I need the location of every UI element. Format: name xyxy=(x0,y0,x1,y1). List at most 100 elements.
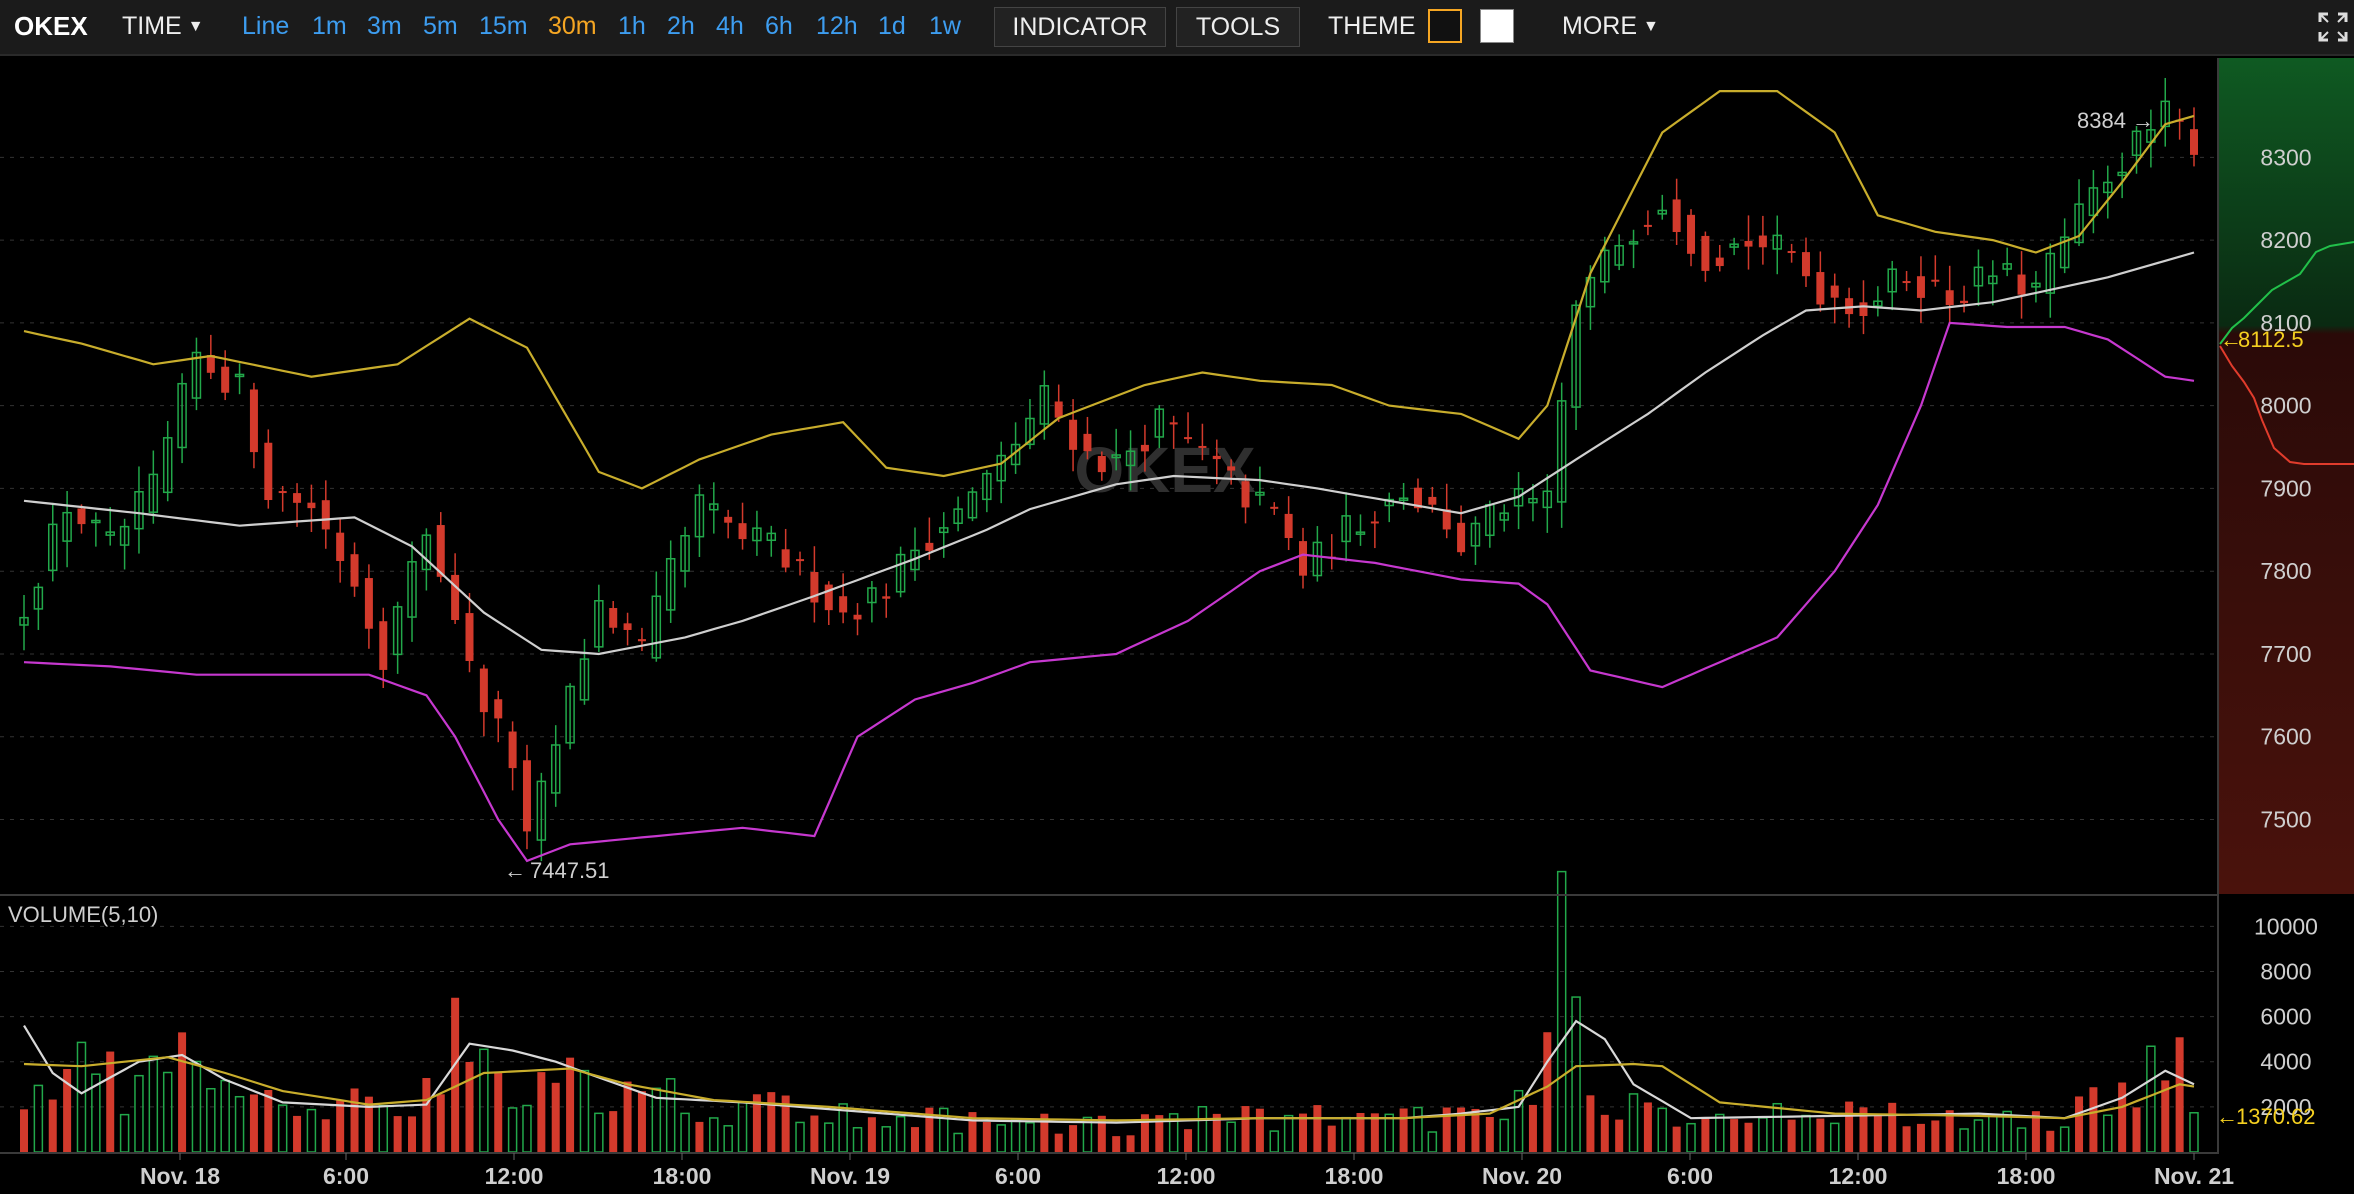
candle-body xyxy=(1111,454,1121,459)
volume-bar xyxy=(2118,1082,2127,1152)
interval-15m[interactable]: 15m xyxy=(479,12,528,40)
interval-6h[interactable]: 6h xyxy=(765,12,793,40)
candle-body xyxy=(867,587,877,604)
time-tick-label: 18:00 xyxy=(1997,1163,2056,1189)
candle-body xyxy=(2131,130,2142,156)
candle-body xyxy=(1758,235,1767,248)
volume-bar xyxy=(566,1057,575,1152)
interval-1h[interactable]: 1h xyxy=(618,12,646,40)
candle-body xyxy=(853,614,862,620)
theme-dark-swatch[interactable] xyxy=(1428,9,1462,43)
chart-canvas[interactable]: OKEX 83008200810080007900780077007600750… xyxy=(0,56,2354,1194)
volume-axis-labels: 10000 8000 6000 4000 2000 xyxy=(2254,913,2318,1120)
volume-bar xyxy=(1600,1114,1609,1152)
candle-body xyxy=(996,454,1006,482)
interval-4h[interactable]: 4h xyxy=(716,12,744,40)
volume-bar xyxy=(781,1095,790,1152)
volume-bar xyxy=(408,1116,417,1152)
interval-3m[interactable]: 3m xyxy=(367,12,402,40)
candle-body xyxy=(1169,422,1178,425)
tools-button[interactable]: TOOLS xyxy=(1176,7,1300,47)
okex-logo: OKEX xyxy=(14,11,88,41)
candle-body xyxy=(1227,466,1236,471)
volume-bar xyxy=(810,1115,819,1152)
volume-bar xyxy=(623,1081,632,1152)
interval-12h[interactable]: 12h xyxy=(816,12,858,40)
candle-body xyxy=(665,558,676,611)
candle-body xyxy=(1528,497,1538,504)
candle-body xyxy=(2045,252,2056,294)
depth-gradient xyxy=(2218,58,2354,894)
candle-body xyxy=(1154,408,1165,438)
volume-bar xyxy=(1485,1116,1494,1152)
high-price-label: 8384 xyxy=(2077,108,2126,133)
more-dropdown-label: MORE xyxy=(1562,12,1637,40)
volume-bar xyxy=(1126,1135,1135,1152)
interval-2h[interactable]: 2h xyxy=(667,12,695,40)
indicator-button[interactable]: INDICATOR xyxy=(994,7,1166,47)
interval-5m[interactable]: 5m xyxy=(423,12,458,40)
interval-line[interactable]: Line xyxy=(242,12,290,40)
caret-down-icon: ▼ xyxy=(187,18,204,36)
candle-body xyxy=(1198,445,1207,448)
candle-body xyxy=(1398,497,1409,501)
candle-body xyxy=(336,532,345,562)
volume-bar xyxy=(1457,1107,1466,1152)
candle-body xyxy=(1816,272,1825,305)
volume-tick-label: 4000 xyxy=(2260,1049,2311,1075)
theme-label: THEME xyxy=(1328,12,1416,40)
volume-bar xyxy=(1816,1118,1825,1152)
volume-bar xyxy=(1888,1102,1897,1152)
candle-body xyxy=(1299,541,1308,576)
volume-bar xyxy=(767,1092,776,1152)
arrow-left-icon: ← xyxy=(2216,1104,2238,1129)
candle-body xyxy=(1801,252,1810,277)
volume-bar xyxy=(1471,1108,1480,1152)
volume-bar xyxy=(1399,1108,1408,1152)
price-tick-label: 8300 xyxy=(2260,144,2311,170)
fullscreen-icon[interactable] xyxy=(2318,12,2348,42)
candle-body xyxy=(1370,521,1379,524)
volume-bar xyxy=(1945,1110,1954,1152)
candle-body xyxy=(2088,187,2099,217)
candle-body xyxy=(1960,300,1969,304)
volume-tick-label: 8000 xyxy=(2260,958,2311,984)
volume-bar xyxy=(1370,1113,1379,1152)
candle-body xyxy=(134,491,144,530)
time-tick-label: 18:00 xyxy=(1325,1163,1384,1189)
bollinger-mid-band xyxy=(23,251,2195,656)
price-tick-label: 7800 xyxy=(2260,558,2311,584)
volume-bar xyxy=(1916,1123,1925,1152)
candle-body xyxy=(1845,298,1854,315)
candle-body xyxy=(2059,236,2070,269)
candle-body xyxy=(1470,522,1481,547)
candle-body xyxy=(119,525,130,546)
time-dropdown[interactable]: TIME ▼ xyxy=(122,0,204,54)
volume-bar xyxy=(293,1115,302,1152)
candle-body xyxy=(2117,171,2127,177)
volume-bar xyxy=(1212,1113,1221,1152)
more-dropdown[interactable]: MORE ▼ xyxy=(1562,0,1659,54)
candle-body xyxy=(1614,244,1624,266)
candle-body xyxy=(550,744,561,794)
volume-bar xyxy=(1528,1104,1537,1152)
price-tick-label: 7500 xyxy=(2260,807,2311,833)
candle-body xyxy=(2074,203,2084,244)
volume-bar xyxy=(1744,1122,1753,1152)
interval-1m[interactable]: 1m xyxy=(312,12,347,40)
candle-body xyxy=(694,494,705,538)
bollinger-upper-band xyxy=(23,89,2195,490)
candle-body xyxy=(1413,487,1422,509)
indicator-lines xyxy=(23,89,2195,1124)
interval-1d[interactable]: 1d xyxy=(878,12,906,40)
volume-bar xyxy=(551,1082,560,1152)
theme-light-swatch[interactable] xyxy=(1480,9,1514,43)
volume-bar xyxy=(1902,1126,1911,1152)
candle-body xyxy=(724,516,733,523)
bollinger-lower-band xyxy=(23,321,2195,863)
candle-body xyxy=(2103,181,2113,194)
candle-body xyxy=(465,613,474,661)
interval-30m[interactable]: 30m xyxy=(548,12,597,40)
candle-body xyxy=(1744,240,1753,247)
interval-1w[interactable]: 1w xyxy=(929,12,961,40)
